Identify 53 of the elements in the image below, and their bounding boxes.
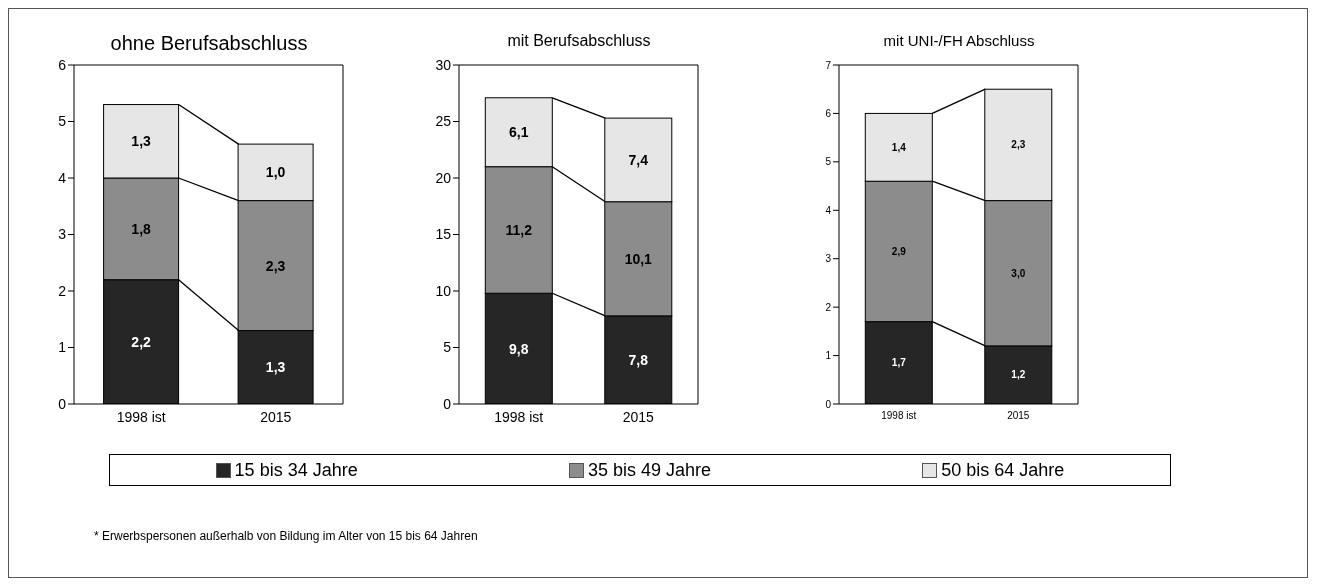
- data-label: 7,4: [628, 151, 649, 168]
- x-tick-label: 2015: [1007, 410, 1030, 422]
- data-label: 1,7: [891, 357, 907, 369]
- legend-label: 15 bis 34 Jahre: [233, 459, 358, 481]
- x-tick-label: 1998 ist: [116, 408, 166, 425]
- y-tick-label: 2: [825, 301, 832, 313]
- y-tick-label: 4: [58, 169, 67, 186]
- data-label: 11,2: [505, 221, 533, 238]
- legend-label: 35 bis 49 Jahre: [586, 459, 712, 481]
- y-tick-label: 0: [825, 398, 832, 410]
- x-tick-label: 1998 ist: [881, 410, 917, 422]
- y-tick-label: 3: [825, 253, 832, 265]
- y-tick-label: 30: [435, 56, 452, 73]
- y-tick-label: 4: [825, 204, 832, 216]
- y-tick-label: 6: [825, 107, 832, 119]
- y-tick-label: 1: [58, 339, 67, 356]
- data-label: 1,8: [131, 220, 152, 237]
- chart-title: mit UNI-/FH Abschluss: [882, 32, 1036, 49]
- y-tick-label: 2: [58, 282, 67, 299]
- data-label: 2,2: [131, 333, 152, 350]
- y-tick-label: 5: [443, 339, 452, 356]
- y-tick-label: 5: [58, 113, 67, 130]
- y-tick-label: 15: [435, 226, 452, 243]
- y-tick-label: 5: [825, 156, 832, 168]
- data-label: 1,3: [265, 359, 286, 376]
- data-label: 6,1: [509, 124, 529, 141]
- x-tick-label: 1998 ist: [494, 408, 544, 425]
- y-tick-label: 0: [58, 395, 67, 412]
- x-tick-label: 2015: [622, 408, 655, 425]
- y-tick-label: 25: [435, 113, 452, 130]
- y-tick-label: 0: [443, 395, 452, 412]
- chart-title: ohne Berufsabschluss: [109, 32, 309, 55]
- chart-title: mit Berufsabschluss: [506, 32, 652, 50]
- y-tick-label: 1: [825, 350, 832, 362]
- y-tick-label: 3: [58, 226, 67, 243]
- data-label: 1,0: [265, 164, 286, 181]
- data-label: 2,3: [1011, 139, 1026, 151]
- data-label: 1,3: [131, 133, 152, 150]
- data-label: 7,8: [628, 351, 649, 368]
- data-label: 3,0: [1011, 267, 1026, 279]
- data-label: 9,8: [509, 340, 529, 357]
- y-tick-label: 7: [825, 59, 832, 71]
- y-tick-label: 6: [58, 56, 67, 73]
- y-tick-label: 20: [435, 169, 452, 186]
- x-tick-label: 2015: [260, 408, 292, 425]
- text: * Erwerbspersonen außerhalb von Bildung im Alter von 15 bis 64 Jahren: [94, 529, 478, 543]
- data-label: 10,1: [624, 250, 653, 267]
- legend-label: 50 bis 64 Jahre: [940, 459, 1065, 481]
- data-label: 2,3: [265, 257, 286, 274]
- y-tick-label: 10: [435, 282, 452, 299]
- data-label: 1,4: [891, 141, 907, 153]
- data-label: 1,2: [1011, 369, 1026, 381]
- data-label: 2,9: [891, 246, 907, 257]
